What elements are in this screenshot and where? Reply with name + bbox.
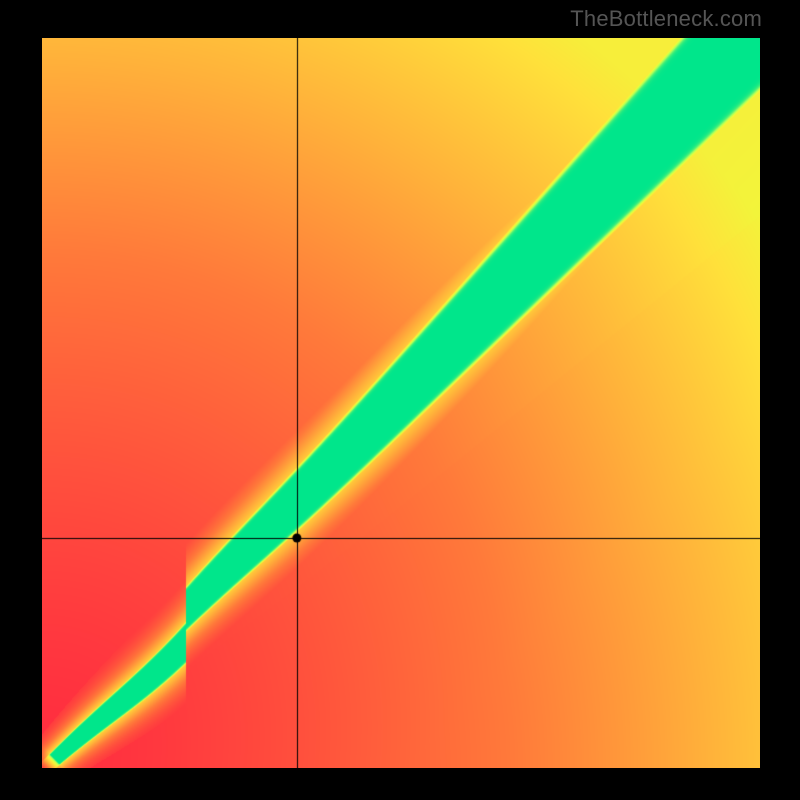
watermark-text: TheBottleneck.com (570, 6, 762, 32)
plot-area (42, 38, 760, 768)
figure-frame: TheBottleneck.com (0, 0, 800, 800)
heatmap-canvas (42, 38, 760, 768)
